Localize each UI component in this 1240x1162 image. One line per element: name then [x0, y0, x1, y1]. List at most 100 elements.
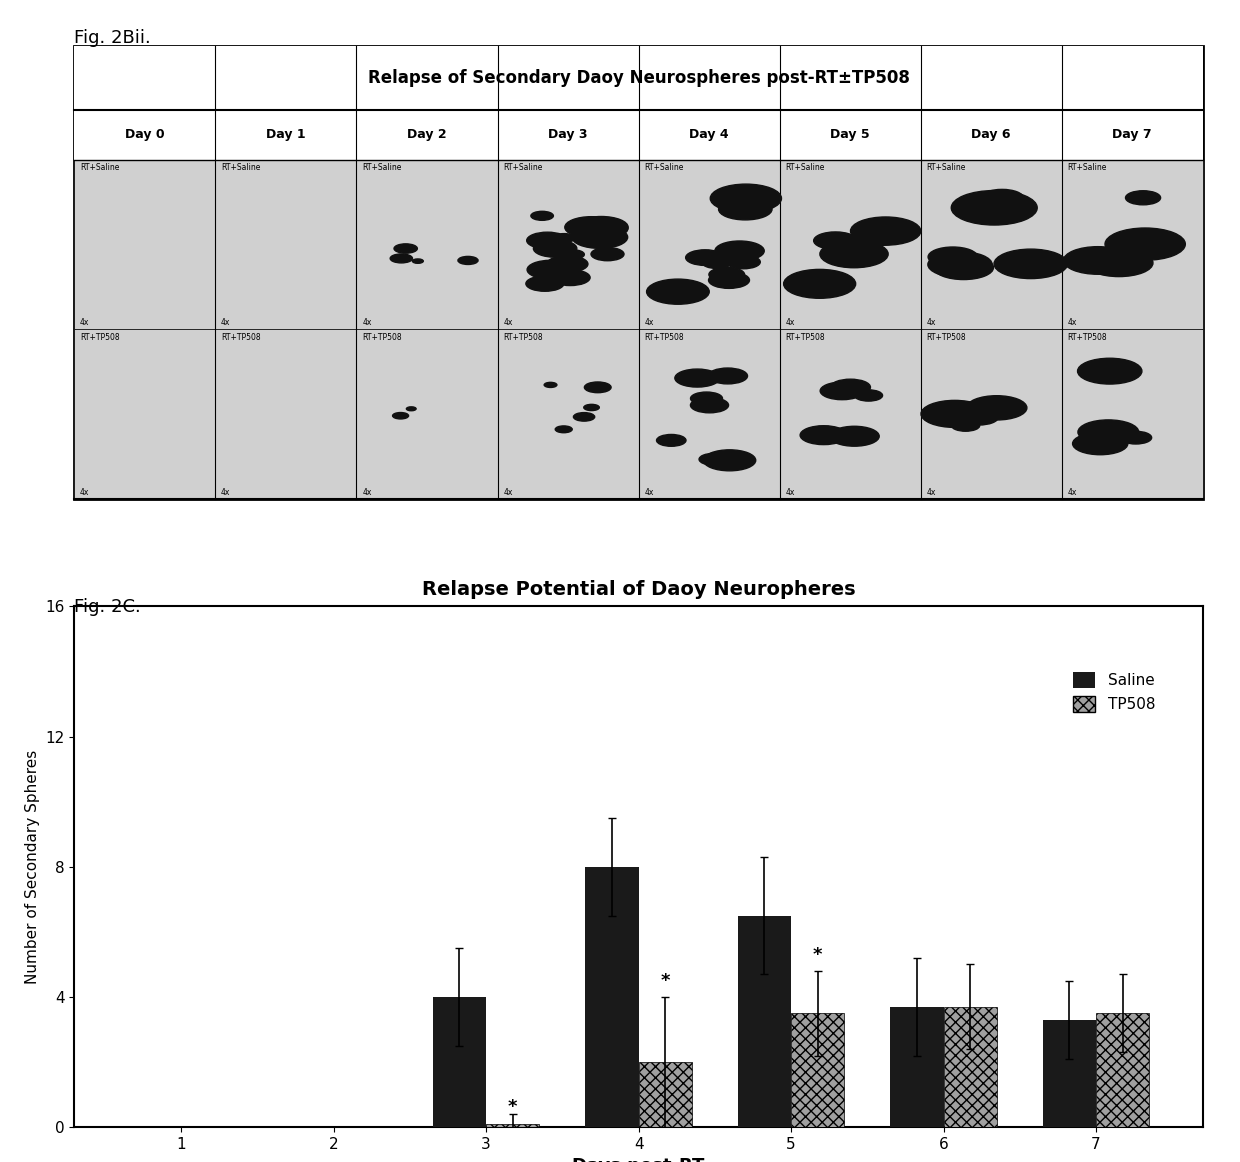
Text: 4x: 4x	[926, 488, 936, 496]
Text: RT+TP508: RT+TP508	[785, 333, 825, 342]
Text: RT+Saline: RT+Saline	[362, 164, 402, 172]
Bar	[216, 159, 357, 330]
Circle shape	[531, 211, 553, 221]
Bar	[639, 159, 780, 330]
Circle shape	[711, 184, 781, 213]
Text: RT+Saline: RT+Saline	[81, 164, 119, 172]
Bar	[738, 916, 791, 1127]
Circle shape	[533, 239, 577, 257]
Bar	[780, 330, 920, 500]
Text: Day 0: Day 0	[125, 128, 165, 142]
Text: 4x: 4x	[926, 317, 936, 327]
Text: *: *	[661, 973, 670, 990]
Bar	[1061, 159, 1203, 330]
Circle shape	[1073, 432, 1128, 454]
Circle shape	[784, 270, 856, 299]
Circle shape	[1120, 431, 1152, 444]
Circle shape	[928, 252, 992, 278]
Circle shape	[646, 279, 709, 304]
Text: 4x: 4x	[503, 317, 512, 327]
Text: Day 3: Day 3	[548, 128, 588, 142]
Text: RT+TP508: RT+TP508	[503, 333, 543, 342]
Circle shape	[527, 232, 568, 249]
Text: 4x: 4x	[221, 488, 231, 496]
Circle shape	[393, 413, 408, 419]
Circle shape	[574, 216, 629, 238]
Circle shape	[413, 259, 423, 264]
Circle shape	[831, 379, 870, 395]
Text: Day 6: Day 6	[971, 128, 1011, 142]
Circle shape	[854, 389, 883, 401]
Circle shape	[966, 396, 1027, 419]
Title: Relapse Potential of Daoy Neuropheres: Relapse Potential of Daoy Neuropheres	[422, 580, 856, 600]
Bar	[216, 330, 357, 500]
Bar	[74, 159, 216, 330]
Text: Fig. 2Bii.: Fig. 2Bii.	[74, 29, 151, 46]
Bar	[920, 159, 1061, 330]
Circle shape	[813, 232, 857, 250]
Circle shape	[394, 244, 418, 253]
Bar	[74, 110, 1203, 159]
Circle shape	[1078, 419, 1138, 444]
Text: *: *	[813, 946, 822, 964]
Text: Relapse of Secondary Daoy Neurospheres post-RT±TP508: Relapse of Secondary Daoy Neurospheres p…	[368, 70, 909, 87]
Circle shape	[928, 248, 977, 267]
Bar	[433, 997, 486, 1127]
Circle shape	[686, 250, 724, 265]
Circle shape	[527, 260, 574, 279]
Circle shape	[560, 250, 584, 259]
Circle shape	[572, 225, 627, 249]
Circle shape	[584, 382, 611, 393]
Circle shape	[1084, 251, 1130, 271]
Text: *: *	[508, 1098, 517, 1116]
Circle shape	[820, 241, 888, 267]
Circle shape	[391, 254, 413, 263]
Text: RT+TP508: RT+TP508	[1068, 333, 1107, 342]
Circle shape	[715, 241, 764, 260]
Text: RT+TP508: RT+TP508	[926, 333, 966, 342]
Text: RT+TP508: RT+TP508	[81, 333, 120, 342]
Text: 4x: 4x	[1068, 488, 1076, 496]
Circle shape	[1126, 191, 1161, 205]
Circle shape	[675, 370, 719, 387]
Circle shape	[656, 435, 686, 446]
Circle shape	[718, 199, 773, 220]
Circle shape	[820, 382, 864, 400]
Bar	[486, 1124, 539, 1127]
Text: RT+TP508: RT+TP508	[362, 333, 402, 342]
Bar	[74, 330, 216, 500]
Text: Day 7: Day 7	[1112, 128, 1152, 142]
Circle shape	[1064, 246, 1132, 274]
Text: RT+Saline: RT+Saline	[503, 164, 543, 172]
Text: 4x: 4x	[362, 488, 372, 496]
Circle shape	[981, 189, 1023, 207]
Text: RT+TP508: RT+TP508	[645, 333, 684, 342]
Circle shape	[960, 409, 998, 425]
Circle shape	[727, 256, 760, 268]
Circle shape	[951, 419, 980, 431]
Circle shape	[851, 217, 921, 245]
Bar	[791, 1013, 844, 1127]
Circle shape	[951, 191, 1037, 225]
Text: Day 2: Day 2	[407, 128, 446, 142]
Bar	[1096, 1013, 1149, 1127]
Text: Fig. 2C.: Fig. 2C.	[74, 598, 141, 616]
Text: 4x: 4x	[362, 317, 372, 327]
Circle shape	[407, 407, 417, 410]
Bar	[1061, 330, 1203, 500]
Bar	[1043, 1020, 1096, 1127]
Circle shape	[544, 382, 557, 387]
Circle shape	[708, 368, 748, 383]
Y-axis label: Number of Secondary Spheres: Number of Secondary Spheres	[25, 749, 40, 984]
Circle shape	[579, 218, 627, 238]
Circle shape	[856, 227, 901, 245]
Circle shape	[547, 256, 588, 272]
Circle shape	[994, 249, 1068, 279]
Circle shape	[708, 272, 749, 288]
Text: RT+TP508: RT+TP508	[221, 333, 260, 342]
Circle shape	[553, 234, 575, 243]
Circle shape	[573, 413, 595, 421]
Circle shape	[564, 216, 618, 238]
Circle shape	[691, 397, 729, 413]
Circle shape	[556, 426, 572, 432]
